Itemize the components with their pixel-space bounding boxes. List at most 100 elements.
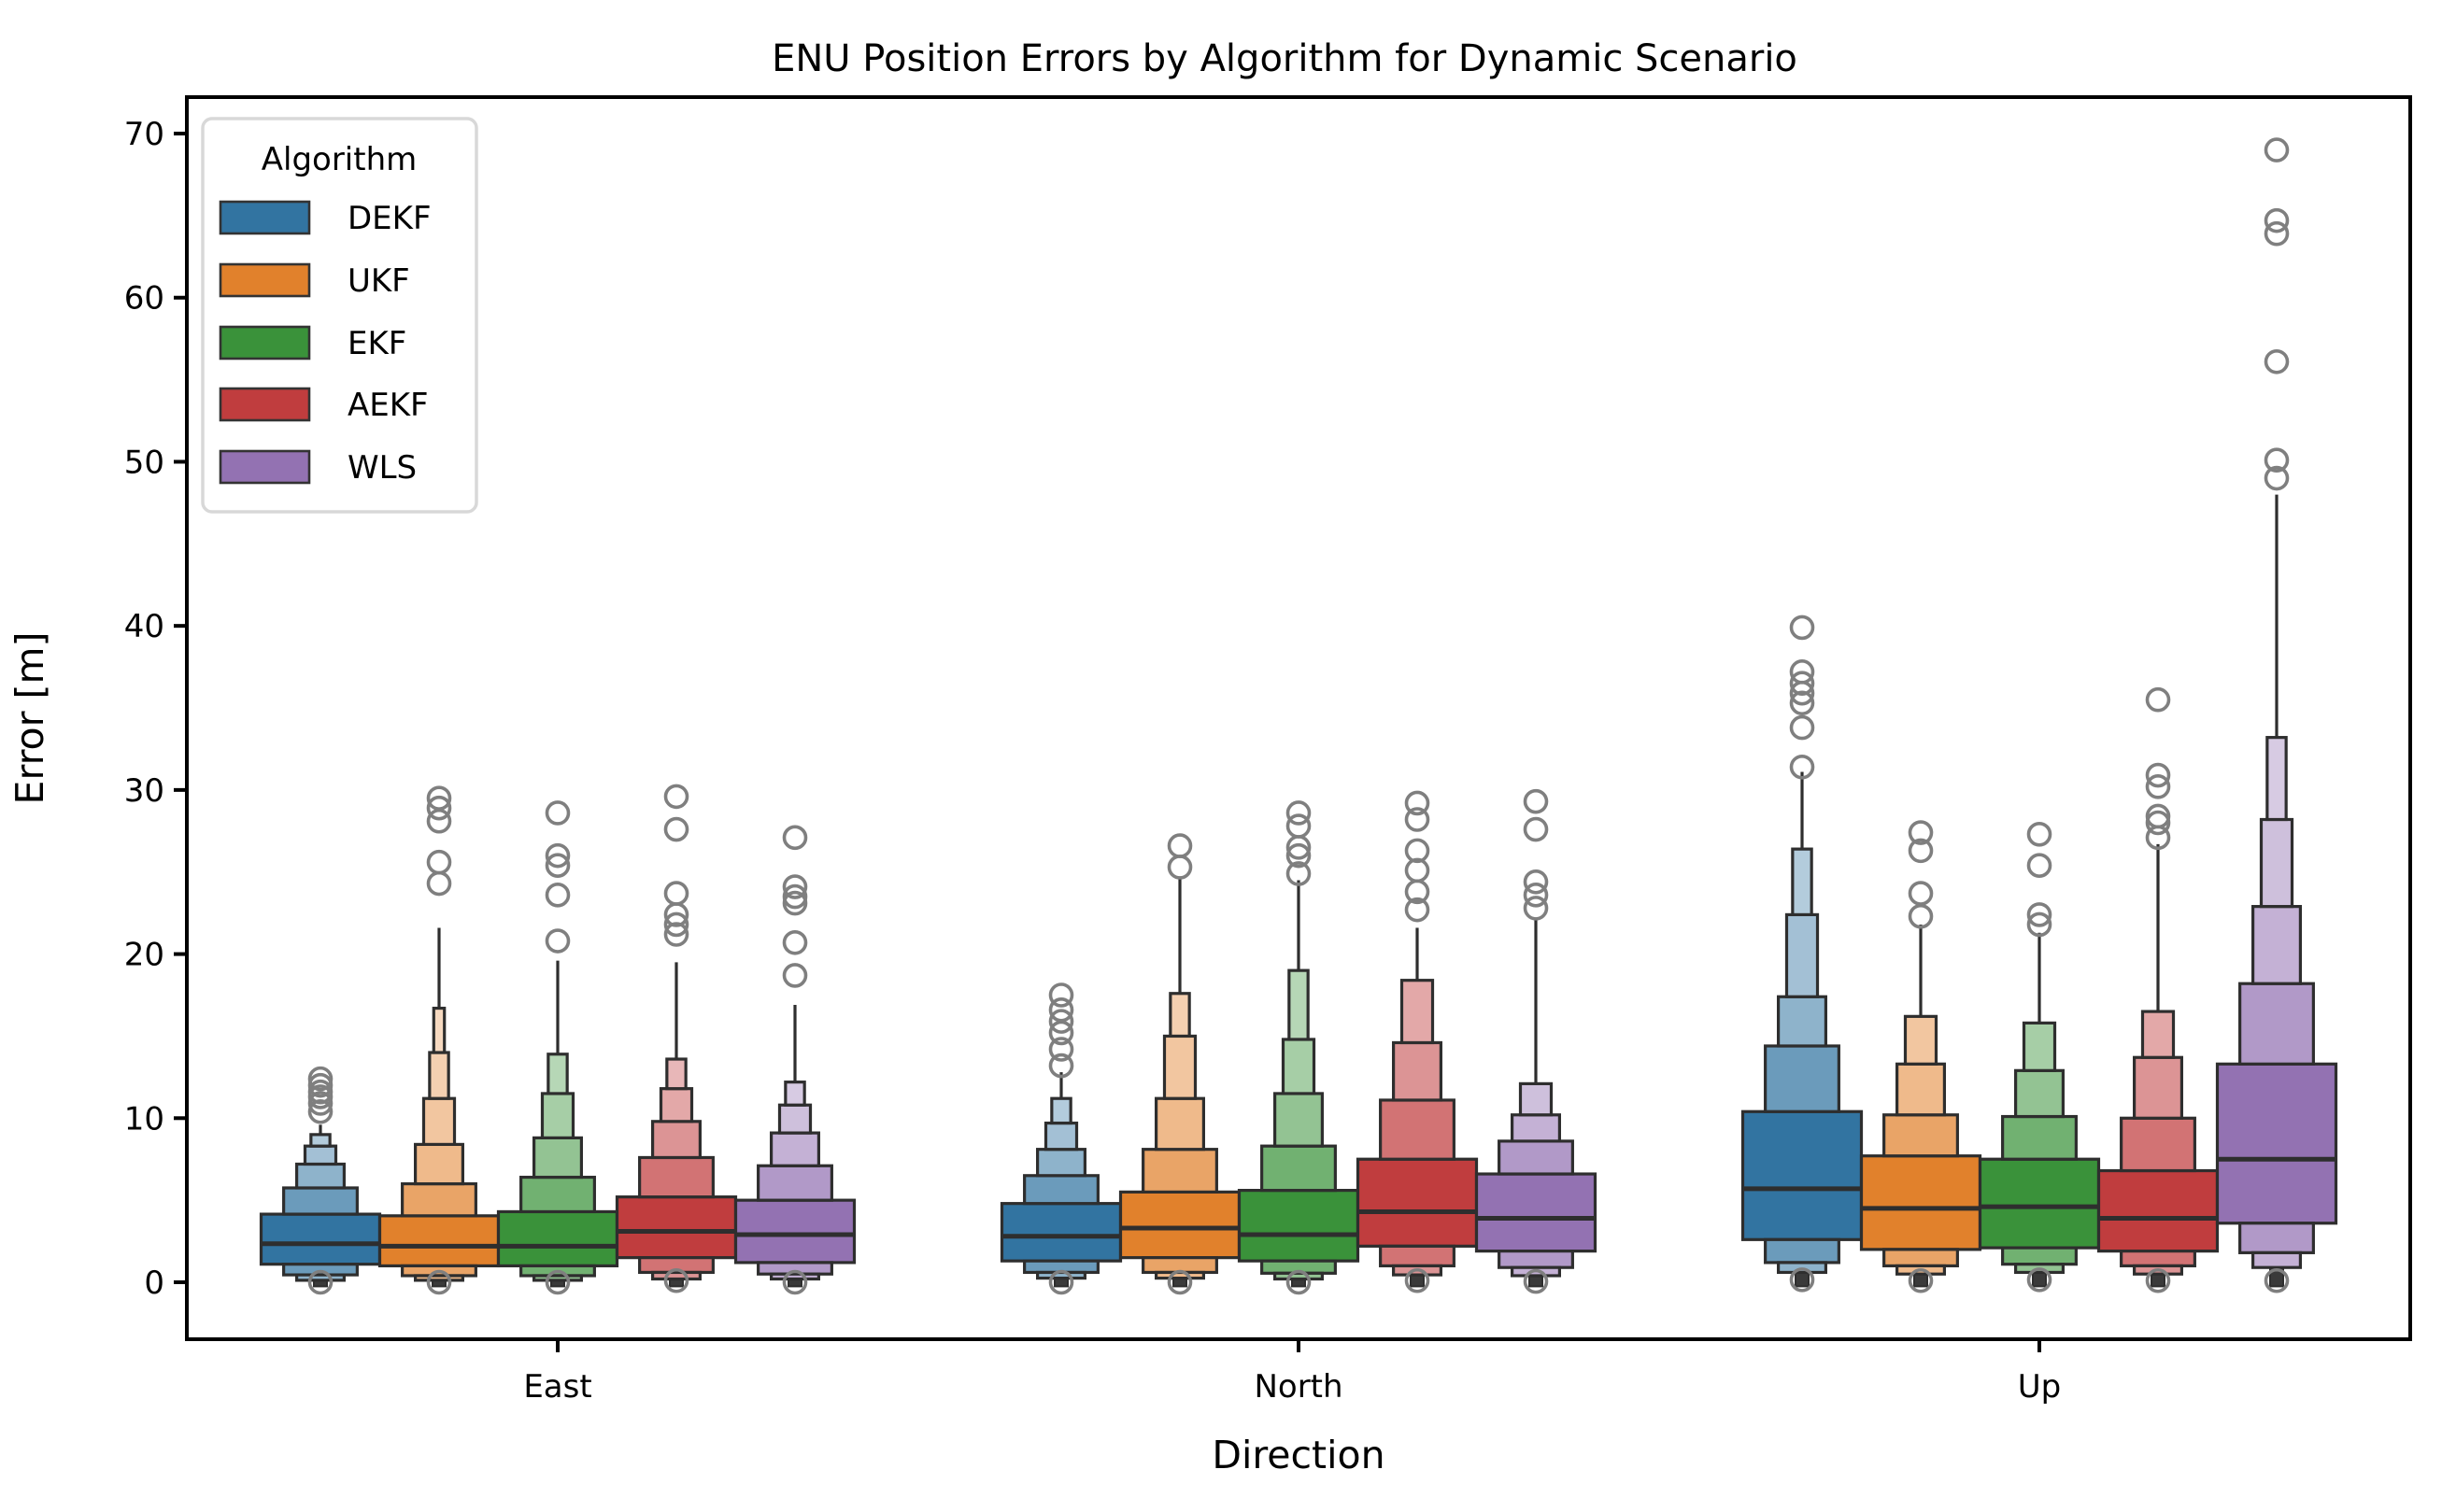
y-tick-label: 70 xyxy=(124,116,164,153)
letter-value-box xyxy=(1764,1044,1840,1113)
letter-value-box xyxy=(1776,995,1827,1048)
outlier-point xyxy=(1789,1267,1815,1293)
boxen-aekf-east xyxy=(615,784,738,1293)
letter-value-box xyxy=(769,1272,820,1281)
outlier-point xyxy=(1285,813,1312,839)
letter-value-box xyxy=(2215,1062,2338,1225)
boxen-ekf-up xyxy=(1978,822,2101,1293)
outlier-point xyxy=(1908,820,1934,845)
outlier-point xyxy=(782,1269,808,1295)
outlier-point xyxy=(426,795,452,821)
outlier-point xyxy=(1523,896,1549,921)
outlier-point xyxy=(1404,1267,1430,1293)
outlier-point xyxy=(1285,1269,1312,1295)
outlier-point xyxy=(1167,1269,1193,1295)
outlier-point xyxy=(307,1072,334,1098)
outlier-point xyxy=(307,1269,334,1295)
outlier-point xyxy=(426,849,452,875)
legend-entry-label: EKF xyxy=(348,325,406,362)
boxen-ukf-east xyxy=(377,785,501,1295)
outlier-point xyxy=(1048,982,1074,1008)
legend-entry-ekf: EKF xyxy=(219,325,406,362)
letter-value-box xyxy=(1023,1174,1100,1206)
outlier-point xyxy=(2145,686,2171,713)
legend-entry-aekf: AEKF xyxy=(219,387,429,424)
outlier-point xyxy=(2026,853,2052,878)
letter-value-box xyxy=(784,1081,806,1107)
letter-value-box xyxy=(2120,1250,2196,1268)
letter-value-box xyxy=(2251,905,2303,985)
y-tick-label: 60 xyxy=(124,280,164,318)
outlier-point xyxy=(663,911,689,938)
legend-entry-dekf: DEKF xyxy=(219,200,432,237)
outlier-point xyxy=(307,1091,334,1116)
outlier-point xyxy=(1404,857,1430,883)
outlier-point xyxy=(1048,1037,1074,1062)
letter-value-box xyxy=(733,1198,857,1265)
deep-level-stub xyxy=(1913,1273,1928,1288)
letter-value-box xyxy=(540,1092,575,1139)
legend-swatch-ukf xyxy=(219,262,311,298)
letter-value-box xyxy=(1978,1157,2101,1250)
letter-value-box xyxy=(401,1181,477,1218)
outlier-point xyxy=(1404,897,1430,923)
outlier-point xyxy=(1908,881,1934,906)
legend-swatch-ekf xyxy=(219,325,311,360)
outlier-point xyxy=(1404,807,1430,832)
outlier-point xyxy=(1048,1269,1074,1295)
boxen-dekf-north xyxy=(1000,982,1123,1295)
outlier-point xyxy=(782,883,808,910)
outlier-point xyxy=(545,928,571,954)
outlier-point xyxy=(545,800,571,826)
letter-value-box xyxy=(1281,1038,1316,1095)
outlier-point xyxy=(1908,838,1934,864)
letter-value-box xyxy=(303,1144,338,1166)
outlier-point xyxy=(2145,803,2171,829)
legend-swatch-wls xyxy=(219,449,311,485)
letter-value-box xyxy=(769,1131,820,1167)
outlier-point xyxy=(545,842,571,869)
letter-value-box xyxy=(1379,1098,1455,1161)
outlier-point xyxy=(545,1269,571,1295)
outlier-point xyxy=(307,1066,334,1092)
letter-value-box xyxy=(1287,968,1310,1041)
outlier-point xyxy=(2145,774,2171,799)
letter-value-box xyxy=(547,1053,569,1095)
letter-value-box xyxy=(496,1209,619,1268)
deep-level-stub xyxy=(1795,1271,1810,1288)
outlier-point xyxy=(1285,800,1312,826)
y-tick-label: 50 xyxy=(124,444,164,481)
legend-entry-label: AEKF xyxy=(348,387,429,424)
outlier-point xyxy=(663,1267,689,1293)
outlier-point xyxy=(663,881,689,906)
boxen-glyphs xyxy=(259,137,2338,1295)
letter-value-box xyxy=(1142,1148,1218,1194)
legend-title: Algorithm xyxy=(262,141,418,178)
letter-value-box xyxy=(1895,1062,1946,1117)
letter-value-box xyxy=(1399,979,1435,1045)
outlier-point xyxy=(2264,348,2290,374)
letter-value-box xyxy=(665,1057,688,1091)
boxen-wls-east xyxy=(733,825,857,1295)
outlier-point xyxy=(545,883,571,908)
boxen-ukf-up xyxy=(1859,820,1982,1293)
letter-value-box xyxy=(1356,1157,1479,1248)
letter-value-box xyxy=(1391,1040,1442,1102)
letter-value-box xyxy=(757,1164,833,1202)
letter-value-box xyxy=(1272,1271,1324,1281)
outlier-point xyxy=(307,1098,334,1124)
outlier-point xyxy=(1285,861,1312,886)
letter-value-box xyxy=(532,1136,583,1180)
deep-level-stub xyxy=(1528,1274,1543,1288)
outlier-point xyxy=(2026,911,2052,938)
letter-value-box xyxy=(1510,1113,1561,1143)
legend-entries: DEKF UKF EKF AEKF WLS xyxy=(219,200,432,487)
outlier-point xyxy=(2145,810,2171,836)
letter-value-box xyxy=(650,1270,702,1281)
chart-title: ENU Position Errors by Algorithm for Dyn… xyxy=(772,37,1797,80)
letter-value-box xyxy=(1154,1270,1205,1280)
outlier-point xyxy=(2145,762,2171,788)
outlier-point xyxy=(1523,883,1549,908)
outlier-point xyxy=(663,816,689,842)
